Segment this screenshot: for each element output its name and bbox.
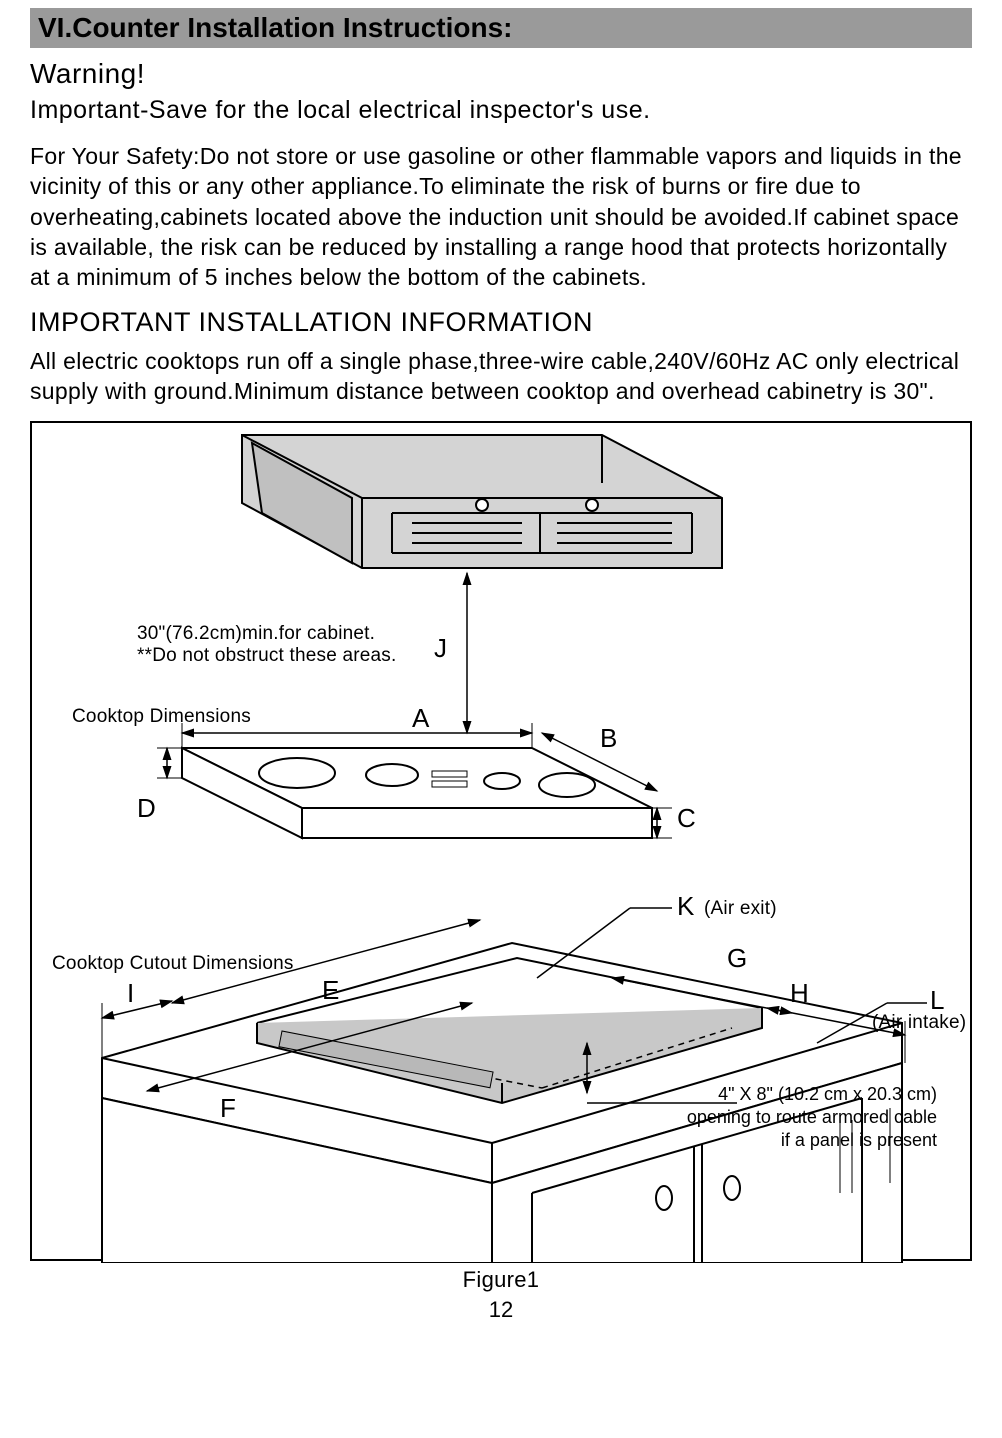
warning-title: Warning! bbox=[30, 58, 972, 90]
note-30in: 30"(76.2cm)min.for cabinet. **Do not obs… bbox=[137, 623, 396, 667]
section-header: VI.Counter Installation Instructions: bbox=[30, 8, 972, 48]
air-intake-label: (Air intake) bbox=[872, 1012, 966, 1034]
label-d: D bbox=[137, 793, 156, 824]
warning-subtitle: Important-Save for the local electrical … bbox=[30, 96, 972, 125]
label-h: H bbox=[790, 978, 809, 1009]
cable-note: 4" X 8" (10.2 cm x 20.3 cm) opening to r… bbox=[637, 1083, 937, 1153]
label-k: K bbox=[677, 891, 694, 922]
install-info-heading: IMPORTANT INSTALLATION INFORMATION bbox=[30, 307, 972, 338]
label-g: G bbox=[727, 943, 747, 974]
page-number: 12 bbox=[30, 1297, 972, 1323]
figure-container: 30"(76.2cm)min.for cabinet. **Do not obs… bbox=[30, 421, 972, 1261]
safety-paragraph: For Your Safety:Do not store or use gaso… bbox=[30, 141, 972, 293]
label-c: C bbox=[677, 803, 696, 834]
cutout-dim-label: Cooktop Cutout Dimensions bbox=[52, 953, 294, 975]
label-j: J bbox=[434, 633, 447, 664]
label-a: A bbox=[412, 703, 429, 734]
label-b: B bbox=[600, 723, 617, 754]
label-f: F bbox=[220, 1093, 236, 1124]
air-exit-label: (Air exit) bbox=[704, 898, 777, 920]
cooktop-dim-label: Cooktop Dimensions bbox=[72, 706, 251, 728]
figure-caption: Figure1 bbox=[30, 1267, 972, 1293]
label-i: I bbox=[127, 978, 134, 1009]
label-e: E bbox=[322, 975, 339, 1006]
install-info-body: All electric cooktops run off a single p… bbox=[30, 346, 972, 407]
